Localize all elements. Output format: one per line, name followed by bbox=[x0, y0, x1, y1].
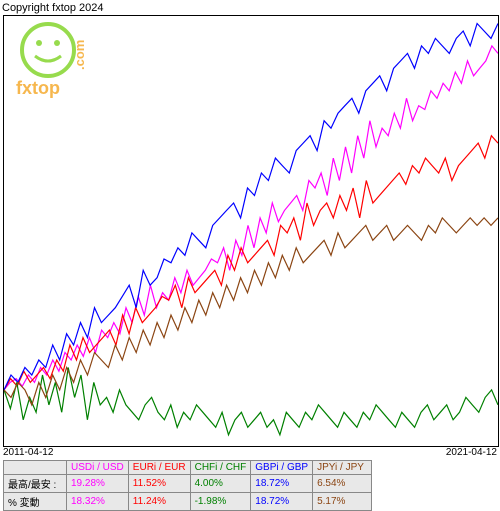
table-cell: 6.54% bbox=[313, 475, 372, 493]
series-line bbox=[4, 46, 498, 390]
series-line bbox=[4, 24, 498, 390]
table-cell: -1.98% bbox=[190, 493, 251, 511]
table-cell: 19.28% bbox=[67, 475, 129, 493]
table-cell: 11.52% bbox=[128, 475, 190, 493]
table-row-label: % 変動 bbox=[4, 493, 67, 511]
table-header-cell: JPYi / JPY bbox=[313, 461, 372, 475]
table-header-cell: EURi / EUR bbox=[128, 461, 190, 475]
series-line bbox=[4, 368, 498, 435]
line-chart bbox=[3, 15, 499, 447]
x-axis-end: 2021-04-12 bbox=[446, 447, 497, 458]
table-cell: 4.00% bbox=[190, 475, 251, 493]
table-cell: 18.72% bbox=[251, 493, 313, 511]
table-cell: 18.72% bbox=[251, 475, 313, 493]
table-cell: 18.32% bbox=[67, 493, 129, 511]
x-axis-start: 2011-04-12 bbox=[3, 447, 53, 458]
series-line bbox=[4, 136, 498, 390]
table-row-label: 最高/最安 : bbox=[4, 475, 67, 493]
table-header-cell bbox=[4, 461, 67, 475]
summary-table: USDi / USDEURi / EURCHFi / CHFGBPi / GBP… bbox=[3, 460, 372, 511]
table-cell: 11.24% bbox=[128, 493, 190, 511]
series-line bbox=[4, 218, 498, 405]
table-cell: 5.17% bbox=[313, 493, 372, 511]
table-header-cell: USDi / USD bbox=[67, 461, 129, 475]
copyright-text: Copyright fxtop 2024 bbox=[2, 2, 104, 14]
table-header-cell: CHFi / CHF bbox=[190, 461, 251, 475]
table-header-cell: GBPi / GBP bbox=[251, 461, 313, 475]
